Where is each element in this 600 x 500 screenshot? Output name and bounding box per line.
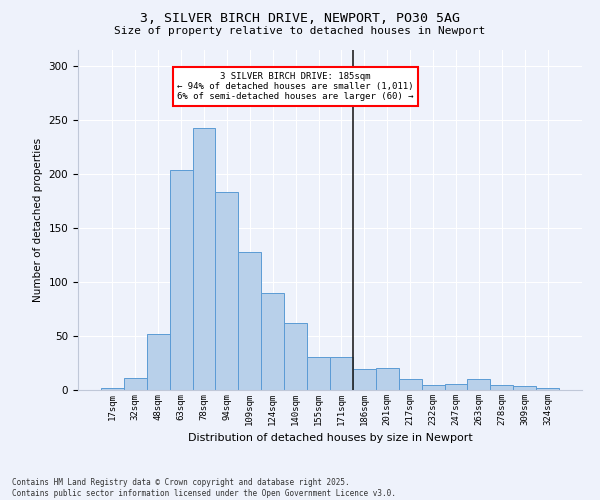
Y-axis label: Number of detached properties: Number of detached properties: [33, 138, 43, 302]
Bar: [101, 388, 124, 390]
Bar: [399, 379, 422, 390]
Text: 3 SILVER BIRCH DRIVE: 185sqm
← 94% of detached houses are smaller (1,011)
6% of : 3 SILVER BIRCH DRIVE: 185sqm ← 94% of de…: [178, 72, 414, 102]
Bar: [467, 379, 490, 390]
Bar: [261, 293, 284, 390]
Bar: [445, 384, 467, 390]
Bar: [513, 386, 536, 390]
Text: Contains HM Land Registry data © Crown copyright and database right 2025.
Contai: Contains HM Land Registry data © Crown c…: [12, 478, 396, 498]
Bar: [330, 356, 353, 390]
Bar: [147, 334, 170, 390]
Bar: [353, 370, 376, 390]
Bar: [307, 356, 330, 390]
Bar: [284, 323, 307, 390]
Bar: [215, 192, 238, 390]
X-axis label: Distribution of detached houses by size in Newport: Distribution of detached houses by size …: [188, 434, 472, 444]
Bar: [124, 378, 147, 390]
Bar: [170, 170, 193, 390]
Bar: [238, 252, 261, 390]
Bar: [422, 384, 445, 390]
Bar: [490, 384, 513, 390]
Bar: [536, 388, 559, 390]
Bar: [193, 128, 215, 390]
Text: 3, SILVER BIRCH DRIVE, NEWPORT, PO30 5AG: 3, SILVER BIRCH DRIVE, NEWPORT, PO30 5AG: [140, 12, 460, 26]
Bar: [376, 368, 399, 390]
Text: Size of property relative to detached houses in Newport: Size of property relative to detached ho…: [115, 26, 485, 36]
